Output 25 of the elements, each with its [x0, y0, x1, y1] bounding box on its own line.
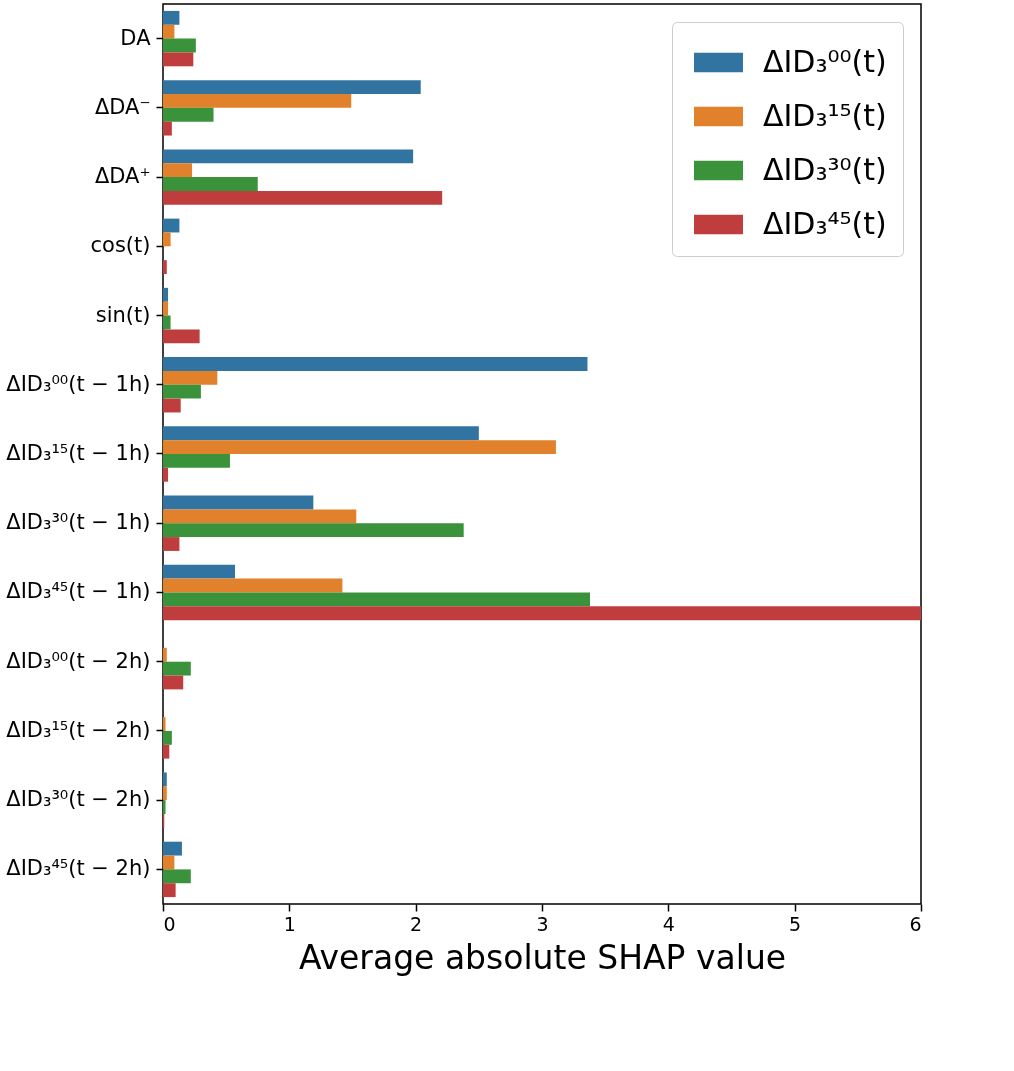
legend-label: ΔID₃⁰⁰(t): [763, 43, 887, 79]
y-tick-label: ΔDA⁻: [94, 94, 151, 119]
x-tick-label: 0: [163, 912, 176, 935]
y-tick-label: sin(t): [95, 302, 151, 327]
y-tick-label: ΔID₃¹⁵(t − 2h): [6, 717, 151, 742]
y-tick-label: ΔID₃¹⁵(t − 1h): [6, 441, 151, 465]
x-tick-label: 2: [410, 912, 423, 935]
y-tick-label: ΔID₃⁴⁵(t − 1h): [6, 579, 151, 604]
y-tick-label: ΔID₃⁰⁰(t − 1h): [6, 371, 151, 396]
x-tick-label: 1: [283, 912, 296, 935]
x-tick-label: 5: [789, 912, 802, 935]
y-tick-label: DA: [120, 25, 152, 50]
y-tick-label: ΔDA⁺: [94, 164, 151, 189]
y-tick-label: cos(t): [90, 233, 151, 258]
x-tick-label: 6: [909, 912, 922, 935]
legend-label: ΔID₃⁴⁵(t): [763, 205, 887, 241]
y-tick-label: ΔID₃³⁰(t − 1h): [6, 510, 151, 535]
y-tick-label: ΔID₃⁴⁵(t − 2h): [6, 856, 151, 881]
legend-label: ΔID₃¹⁵(t): [763, 97, 887, 133]
y-tick-label: ΔID₃⁰⁰(t − 2h): [6, 648, 151, 673]
x-axis-title: Average absolute SHAP value: [298, 937, 787, 977]
x-tick-label: 3: [536, 912, 549, 935]
legend-label: ΔID₃³⁰(t): [763, 151, 887, 187]
x-tick-label: 4: [662, 912, 675, 935]
y-tick-label: ΔID₃³⁰(t − 2h): [6, 787, 151, 812]
